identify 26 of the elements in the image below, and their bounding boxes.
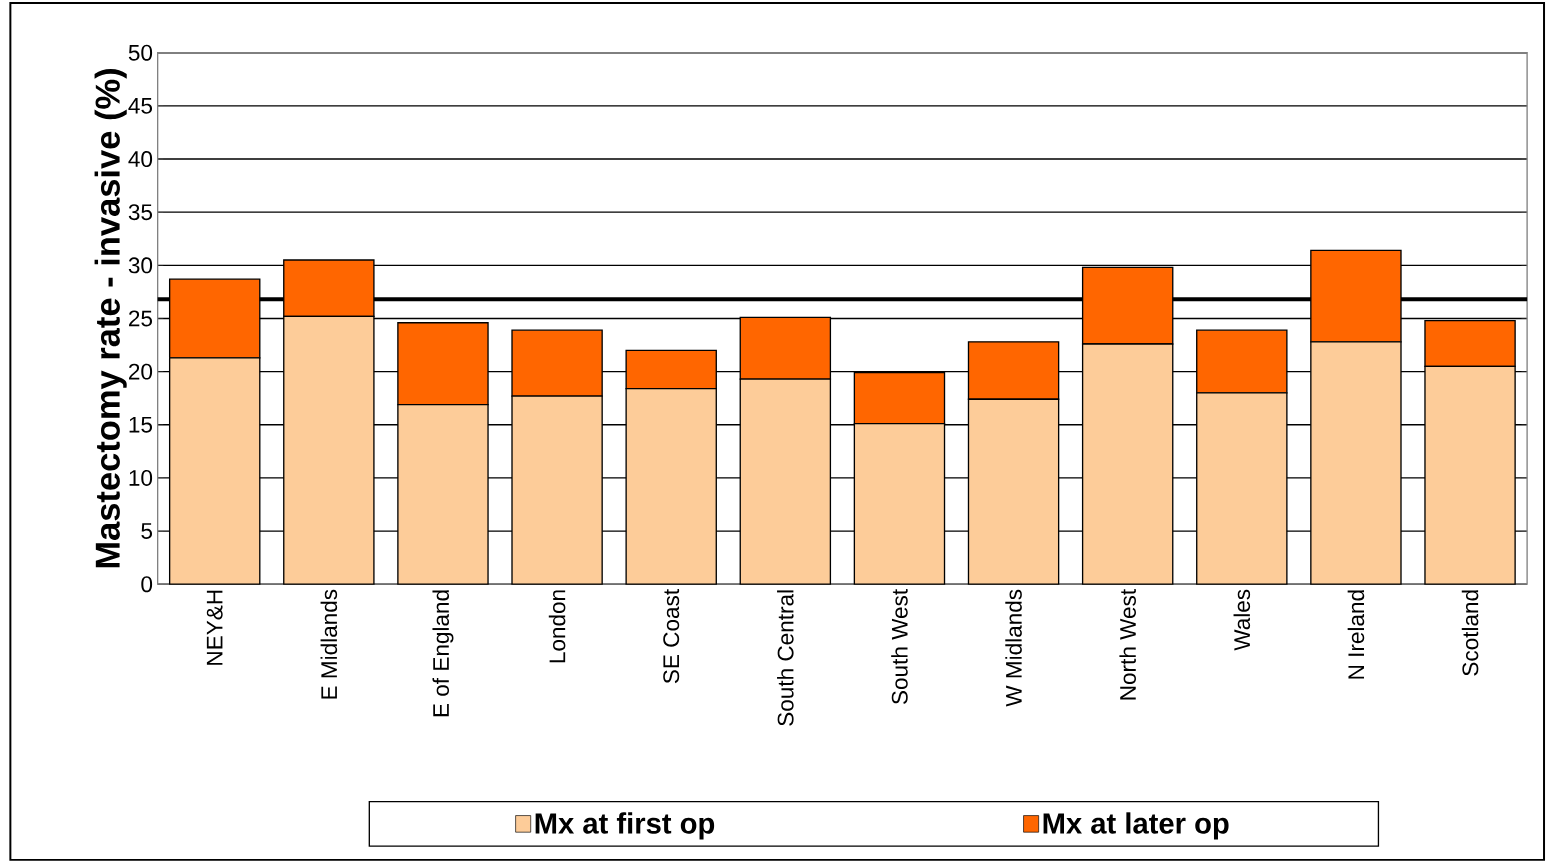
x-tick-label: Scotland <box>1461 590 1479 676</box>
y-tick-label: 35 <box>128 204 153 221</box>
y-tick-label: 30 <box>128 257 153 274</box>
y-tick-label: 20 <box>129 363 153 380</box>
x-tick-label: NEY&H <box>206 590 223 665</box>
x-tick-label: Wales <box>1233 589 1251 651</box>
legend-label: Mx at first op <box>535 812 715 840</box>
x-tick-label: North West <box>1119 589 1136 700</box>
x-tick-label: SE Coast <box>663 589 680 684</box>
x-tick-label: N Ireland <box>1347 590 1365 679</box>
x-tick-label: London <box>548 590 566 663</box>
y-tick-label: 40 <box>128 151 153 168</box>
y-tick-label: 25 <box>129 310 153 327</box>
y-tick-label: 45 <box>128 98 153 114</box>
x-tick-label: South Central <box>777 590 794 726</box>
y-tick-label: 50 <box>128 44 153 61</box>
y-tick-label: 5 <box>141 523 153 539</box>
x-tick-label: South West <box>891 589 908 705</box>
x-tick-label: E of England <box>432 590 454 717</box>
y-tick-label: 15 <box>129 416 153 433</box>
legend-label: Mx at later op <box>1043 812 1229 840</box>
y-tick-label: 10 <box>129 469 153 486</box>
y-axis-title: Mastectomy rate - invasive (%) <box>94 69 127 568</box>
x-tick-label: E Midlands <box>320 589 338 699</box>
y-tick-label: 0 <box>141 576 153 593</box>
x-tick-label: W Midlands <box>1005 589 1022 707</box>
